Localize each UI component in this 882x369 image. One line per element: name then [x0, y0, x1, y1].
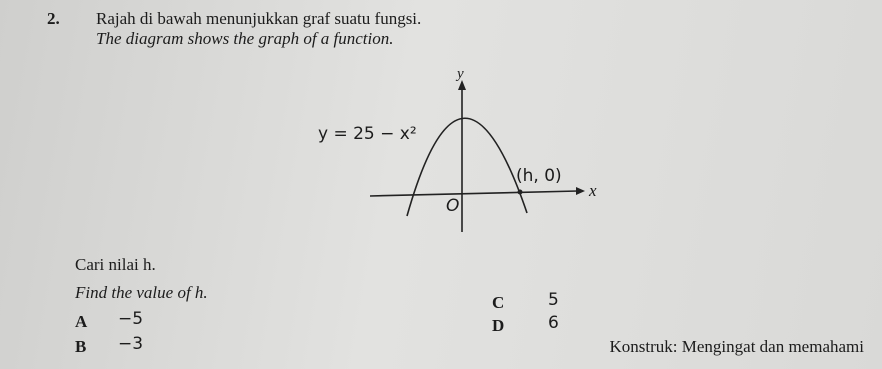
question-number: 2. [47, 9, 60, 28]
option-answer: −5 [118, 309, 144, 329]
question-text-english: The diagram shows the graph of a functio… [96, 29, 394, 48]
question-text: Rajah di bawah menunjukkan graf suatu fu… [96, 9, 422, 28]
x-arrow [576, 187, 585, 195]
x-axis [369, 190, 579, 197]
y-axis-label: y [457, 66, 464, 82]
origin-label: O [446, 196, 460, 216]
option-letter: D [492, 316, 505, 335]
option-answer: 6 [548, 313, 559, 333]
parabola [406, 117, 528, 217]
x-axis-label: x [589, 181, 597, 200]
prompt-english: Find the value of h. [75, 283, 208, 302]
option-letter: A [75, 312, 88, 331]
root-point [517, 189, 523, 195]
option-letter: C [492, 293, 505, 312]
prompt: Cari nilai h. [75, 255, 156, 274]
curve-label: y = 25 − x² [318, 124, 417, 144]
option-answer: 5 [548, 290, 559, 310]
option-letter: B [75, 337, 87, 356]
option-answer: −3 [118, 334, 144, 354]
construct-note: Konstruk: Mengingat dan memahami [609, 337, 864, 356]
y-arrow [458, 80, 466, 90]
point-label: (h, 0) [516, 166, 562, 186]
